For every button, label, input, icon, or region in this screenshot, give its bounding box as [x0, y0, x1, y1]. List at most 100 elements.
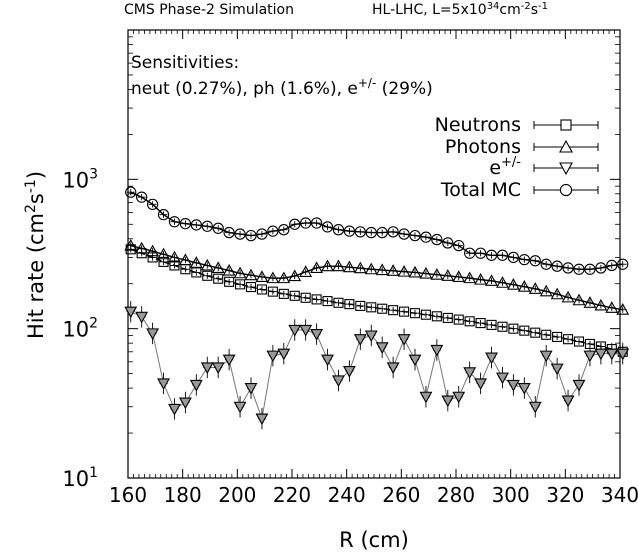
x-tick-label: 340 [601, 483, 638, 507]
data-point [474, 247, 487, 259]
data-point [255, 270, 269, 282]
data-point [277, 348, 291, 361]
data-point [244, 268, 258, 281]
data-point [517, 280, 531, 292]
data-point [157, 378, 170, 391]
data-point [200, 258, 214, 271]
data-point [245, 229, 257, 242]
data-point [222, 263, 236, 276]
data-point [235, 279, 246, 290]
legend-marker [560, 119, 572, 131]
data-point [300, 292, 311, 303]
data-point [190, 219, 202, 231]
series-photons [124, 238, 630, 315]
data-point [353, 334, 367, 346]
data-point [605, 348, 619, 361]
data-point [595, 262, 607, 274]
data-point [584, 263, 596, 275]
data-point [200, 362, 214, 375]
data-point [146, 244, 160, 257]
series-line [130, 244, 623, 311]
data-point [485, 274, 498, 286]
data-point [397, 264, 411, 277]
data-point [212, 222, 224, 234]
data-point [256, 228, 268, 240]
data-point [355, 300, 366, 311]
data-point [528, 282, 542, 294]
data-point [464, 247, 476, 259]
data-point [224, 276, 235, 287]
data-point [452, 391, 466, 404]
data-point [211, 362, 225, 375]
data-point [178, 397, 192, 410]
data-point [266, 271, 280, 284]
data-point [233, 266, 247, 279]
data-point [551, 260, 563, 272]
data-point [562, 262, 574, 274]
data-point [136, 191, 148, 203]
data-point [135, 311, 149, 324]
x-tick-label: 160 [109, 483, 147, 507]
data-point [530, 327, 541, 338]
data-point [310, 329, 324, 341]
legend-label: e+/- [489, 155, 521, 179]
data-point [409, 308, 421, 319]
data-point [441, 395, 455, 408]
data-point [397, 334, 411, 346]
data-point [277, 271, 291, 284]
data-point [485, 249, 498, 261]
data-point [321, 259, 334, 272]
data-point [146, 198, 159, 210]
data-point [507, 251, 520, 264]
x-tick-label: 320 [546, 483, 584, 507]
data-point [178, 253, 192, 266]
data-point [168, 216, 181, 228]
data-point [157, 209, 170, 221]
data-point [518, 253, 530, 266]
x-tick-label: 180 [164, 483, 202, 507]
data-point [387, 226, 399, 238]
data-point [377, 303, 388, 314]
chart-header-right: HL-LHC, L=5x1034cm-2s-1 [372, 1, 548, 18]
x-tick-label: 260 [382, 483, 420, 507]
data-point [506, 278, 520, 290]
series-e- [124, 300, 630, 430]
data-point [430, 268, 444, 280]
y-axis-label: Hit rate (cm2s-1) [23, 171, 48, 339]
data-point [563, 334, 574, 345]
data-point [419, 391, 433, 404]
data-point [550, 363, 564, 376]
x-tick-label: 200 [218, 483, 256, 507]
data-point [299, 265, 313, 277]
data-point [517, 383, 531, 395]
data-point [191, 267, 202, 278]
data-point [442, 312, 453, 323]
data-point [464, 316, 475, 327]
data-point [179, 217, 192, 230]
data-point [255, 413, 269, 426]
data-point [322, 296, 333, 307]
data-point [399, 306, 410, 317]
data-point [211, 261, 225, 274]
data-point [409, 229, 421, 242]
x-axis-label: R (cm) [339, 528, 409, 552]
data-point [342, 366, 356, 378]
data-point [169, 260, 180, 271]
data-point [540, 258, 552, 270]
x-tick-label: 300 [492, 483, 530, 507]
data-point [332, 259, 345, 272]
data-point [332, 224, 345, 236]
data-point [266, 350, 280, 363]
data-point [486, 319, 497, 330]
data-point [244, 383, 258, 395]
data-point [475, 318, 486, 329]
data-point [539, 350, 553, 363]
data-point [375, 263, 389, 276]
data-point [561, 395, 575, 408]
data-point [605, 301, 619, 313]
data-point [572, 379, 586, 392]
legend-marker [559, 183, 573, 197]
data-point [398, 228, 410, 240]
data-point [288, 324, 302, 337]
data-point [485, 352, 498, 365]
